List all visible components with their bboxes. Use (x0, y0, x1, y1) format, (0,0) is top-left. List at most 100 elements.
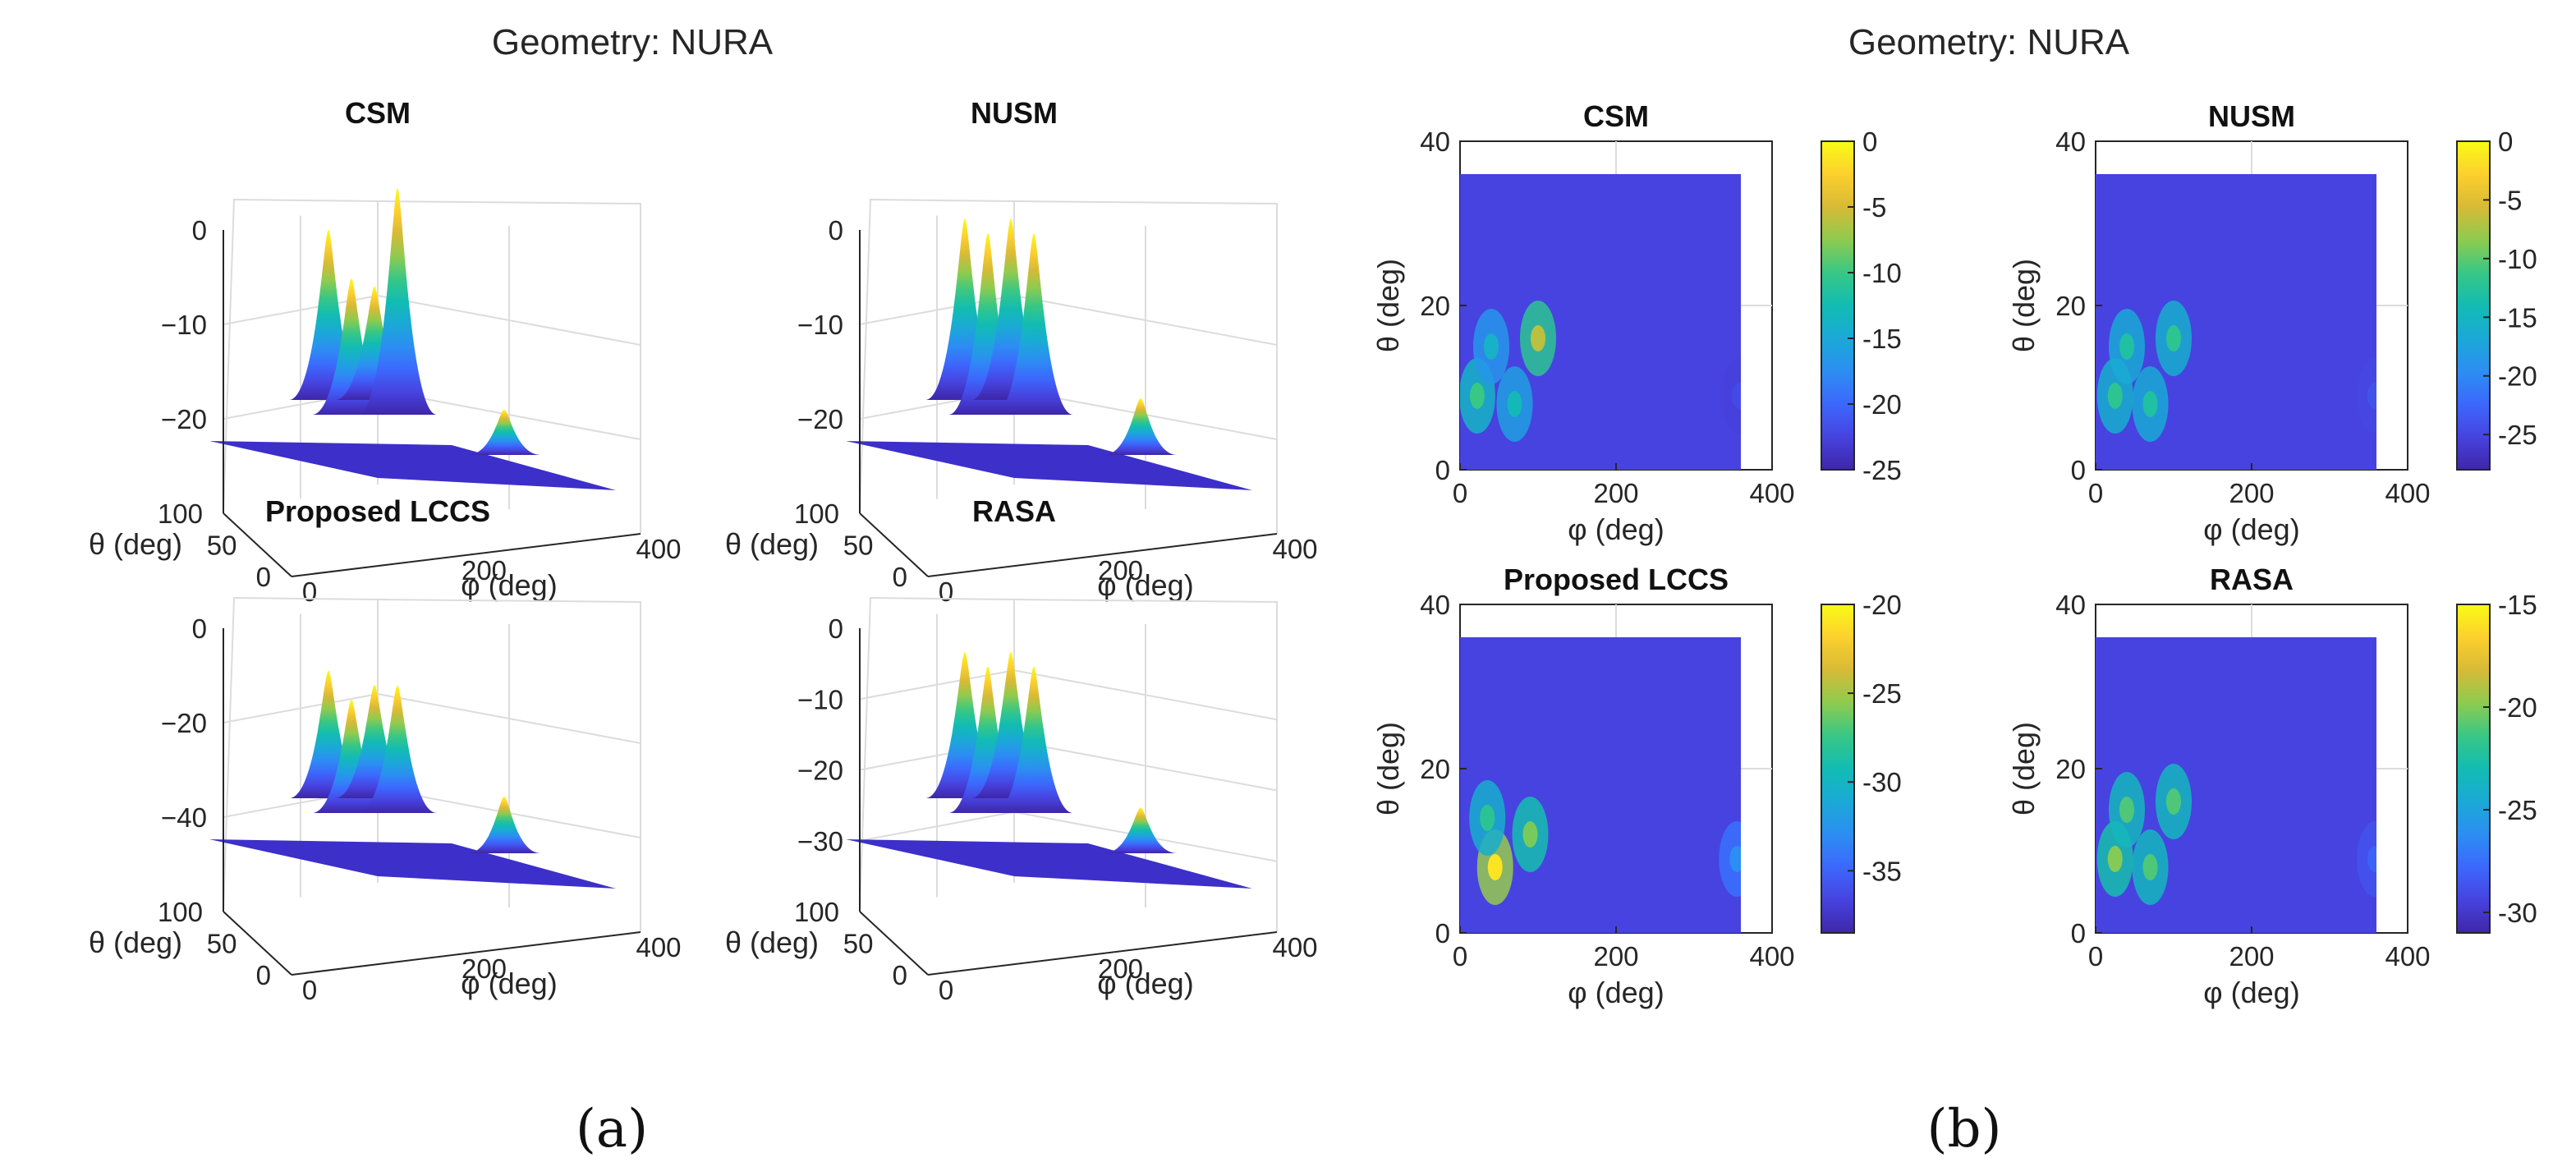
y-axis-label: θ (deg) (1371, 259, 1405, 352)
heatmap-title: CSM (1583, 99, 1649, 133)
phi-axis-line (291, 931, 641, 976)
colorbar-tick-label: 0 (1862, 126, 1877, 157)
phi-tick-label: 0 (939, 975, 953, 1005)
theta-tick-label: 0 (256, 960, 271, 990)
surface-peak (971, 218, 1050, 400)
z-tick-label: 0 (829, 613, 843, 644)
z-tick-label: −30 (797, 826, 843, 857)
phi-axis-label: φ (deg) (461, 568, 557, 602)
heatmap-image (2096, 637, 2376, 933)
colorbar-tick-label: -5 (2498, 185, 2522, 215)
surface-floor (846, 441, 1252, 490)
x-axis-label: φ (deg) (2203, 976, 2299, 1009)
theta-tick-label: 0 (256, 562, 271, 592)
back-right-wall (1013, 200, 1278, 534)
surface-peak (358, 685, 437, 813)
surface-peak (971, 651, 1050, 798)
phi-tick-label: 400 (636, 534, 681, 564)
x-axis-label: φ (deg) (1568, 976, 1664, 1009)
surface-peak (335, 287, 414, 400)
y-tick-label: 40 (2055, 590, 2086, 620)
hotspot-glow (1721, 358, 1741, 434)
surface-peak (925, 651, 1004, 798)
surface-peak (467, 409, 541, 455)
y-tick-label: 20 (1420, 291, 1450, 321)
colorbar-tick-label: -10 (1862, 258, 1902, 288)
y-tick-label: 20 (1420, 754, 1450, 784)
y-tick-label: 0 (1435, 918, 1450, 949)
y-tick-label: 0 (2071, 918, 2086, 949)
x-tick-label: 0 (2088, 941, 2103, 972)
theta-axis-label: θ (deg) (89, 527, 182, 561)
colorbar-tick-label: -20 (2498, 361, 2537, 392)
surface-peak (994, 666, 1073, 813)
phi-tick-label: 0 (302, 577, 317, 607)
colorbar (1821, 140, 1855, 471)
x-tick-label: 200 (1593, 478, 1638, 508)
heatmap-title: RASA (2210, 563, 2294, 596)
z-tick-label: −10 (161, 310, 207, 340)
surface-floor (846, 839, 1252, 889)
y-axis-label: θ (deg) (2007, 259, 2041, 352)
colorbar-tick-label: 0 (2498, 126, 2513, 157)
wall-grid-line (377, 693, 641, 744)
x-tick-label: 0 (1453, 941, 1467, 972)
colorbar-tick-label: -25 (2498, 795, 2537, 825)
panel-label-a: (a) (576, 1099, 648, 1160)
phi-tick-label: 400 (1272, 534, 1317, 564)
surface-peak (948, 666, 1027, 813)
z-tick-label: −20 (161, 708, 207, 738)
colorbar-tick-label: -25 (1862, 455, 1902, 485)
hotspot-glow (2357, 358, 2376, 434)
back-right-wall (1013, 599, 1278, 932)
z-tick-label: 0 (829, 215, 843, 246)
hotspot-glow (2357, 821, 2376, 897)
hotspot-core (2119, 333, 2134, 360)
theta-tick-label: 50 (207, 929, 237, 959)
theta-axis-line (223, 512, 292, 577)
colorbar (1821, 604, 1855, 934)
phi-axis-label: φ (deg) (1097, 967, 1193, 1000)
hotspot-core (1487, 854, 1503, 880)
x-tick-label: 400 (1749, 941, 1794, 972)
heatmap-title: Proposed LCCS (1504, 563, 1729, 596)
hotspot-core (2142, 391, 2158, 417)
theta-tick-label: 50 (207, 531, 237, 561)
theta-axis-label: θ (deg) (725, 926, 819, 959)
hotspot-core (2142, 854, 2158, 880)
wall-grid-line (1013, 740, 1278, 792)
surface-peak (358, 188, 437, 415)
hotspot-core (2367, 383, 2376, 409)
phi-tick-label: 400 (1272, 932, 1317, 962)
y-axis-label: θ (deg) (2007, 722, 2041, 815)
z-tick-label: −20 (161, 404, 207, 434)
wall-grid-line (1013, 669, 1278, 721)
theta-tick-label: 100 (794, 897, 839, 927)
y-tick-label: 0 (1435, 455, 1450, 485)
surface-peak (467, 797, 541, 853)
phi-tick-label: 400 (636, 932, 681, 962)
hotspot-core (1729, 846, 1741, 872)
colorbar (2456, 604, 2491, 934)
surface-peak (289, 230, 368, 400)
theta-tick-label: 0 (893, 562, 907, 592)
y-tick-label: 20 (2055, 754, 2086, 784)
phi-axis-line (927, 533, 1278, 577)
heatmap-chart-rasa: 0 200 400 0 20 40 RASA φ (deg) θ (deg) -15 -20 -25 -… (2007, 563, 2537, 1009)
phi-axis-label: φ (deg) (461, 967, 557, 1000)
hotspot-core (2119, 797, 2134, 823)
hotspot-core (2107, 846, 2123, 872)
z-tick-label: −10 (797, 684, 843, 714)
colorbar-tick-label: -25 (2498, 420, 2537, 450)
colorbar-tick-label: -15 (1862, 324, 1902, 354)
surface-floor (209, 441, 616, 490)
hotspot-core (1469, 383, 1485, 409)
surface-peak (289, 670, 368, 798)
wall-grid-line (377, 295, 641, 346)
hotspot-core (1507, 391, 1522, 417)
surface-peak (994, 233, 1073, 415)
